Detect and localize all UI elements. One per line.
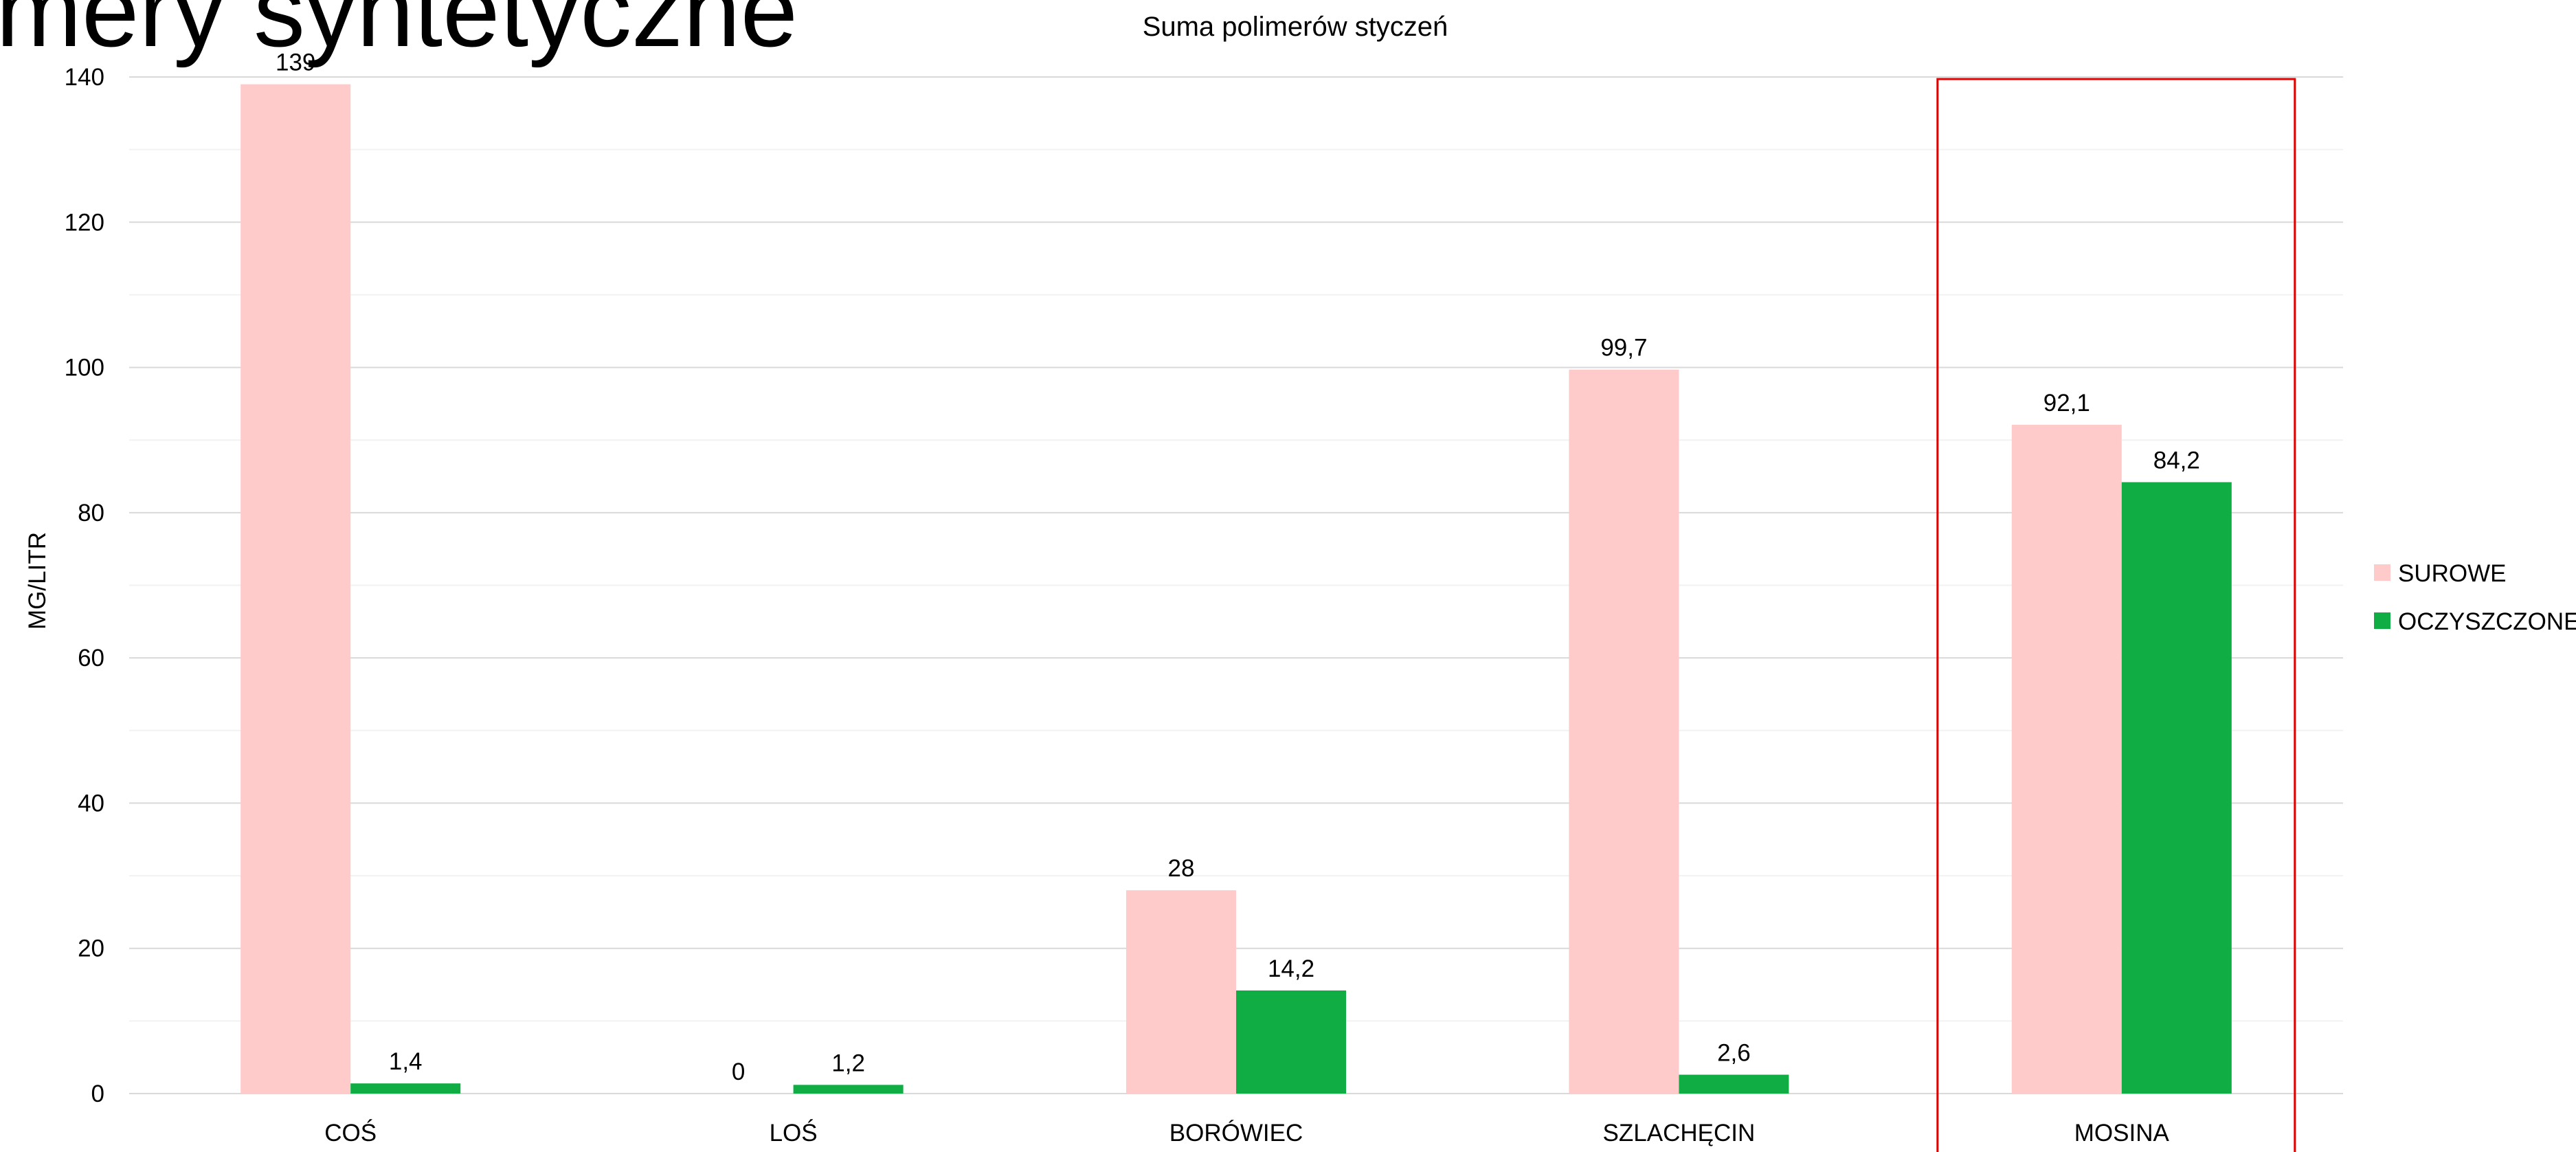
legend-swatch (2374, 564, 2390, 581)
bar-surowe (1569, 370, 1679, 1094)
bar-surowe (240, 85, 350, 1094)
bar-oczyszczone (2122, 482, 2232, 1094)
bars (240, 85, 2232, 1094)
data-label-surowe: 139 (276, 49, 315, 76)
axes: 0 20 40 60 80 100 120 140 COŚ LOŚ BORÓWIEC SZLACHĘC… (65, 64, 2170, 1147)
legend-label: SUROWE (2398, 560, 2507, 587)
y-tick-label: 60 (78, 645, 104, 672)
y-tick-label: 100 (65, 355, 104, 381)
data-label-oczyszczone: 14,2 (1268, 955, 1314, 982)
x-tick-label: SZLACHĘCIN (1603, 1120, 1756, 1147)
data-label-surowe: 0 (732, 1059, 745, 1085)
legend: SUROWE OCZYSZCZONE (2374, 560, 2576, 635)
y-tick-label: 20 (78, 935, 104, 962)
y-tick-label: 0 (91, 1081, 104, 1107)
y-tick-label: 80 (78, 500, 104, 527)
data-label-oczyszczone: 2,6 (1717, 1040, 1751, 1067)
x-tick-label: COŚ (324, 1119, 377, 1147)
x-tick-label: LOŚ (770, 1119, 818, 1147)
legend-swatch (2374, 612, 2390, 629)
bar-surowe (2012, 425, 2122, 1094)
data-label-surowe: 92,1 (2043, 390, 2090, 417)
y-tick-label: 40 (78, 790, 104, 817)
data-label-surowe: 99,7 (1600, 335, 1647, 362)
bar-surowe (1126, 890, 1236, 1094)
data-label-oczyszczone: 84,2 (2153, 447, 2200, 474)
x-tick-label: BORÓWIEC (1169, 1120, 1303, 1147)
data-label-oczyszczone: 1,2 (831, 1050, 865, 1076)
bar-oczyszczone (1679, 1075, 1789, 1094)
data-label-oczyszczone: 1,4 (389, 1048, 423, 1075)
legend-label: OCZYSZCZONE (2398, 608, 2576, 635)
y-axis-label: MG/LITR (24, 532, 51, 630)
chart-title: Suma polimerów styczeń (1143, 12, 1448, 42)
bar-oczyszczone (350, 1083, 460, 1094)
data-labels: 139 1,4 0 1,2 28 14,2 99,7 2,6 92,1 84,2 (276, 49, 2200, 1085)
x-tick-label: MOSINA (2074, 1120, 2170, 1147)
bar-oczyszczone (794, 1085, 904, 1094)
y-tick-label: 140 (65, 64, 104, 91)
y-tick-label: 120 (65, 209, 104, 236)
data-label-surowe: 28 (1168, 855, 1195, 882)
bar-oczyszczone (1236, 990, 1346, 1094)
